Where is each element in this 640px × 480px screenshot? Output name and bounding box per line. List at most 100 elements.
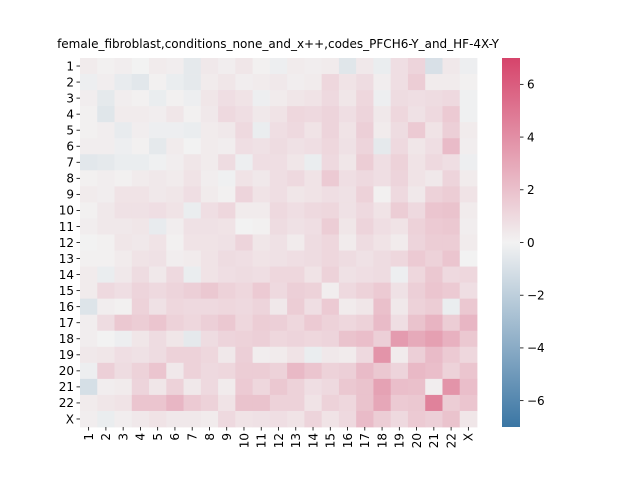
colorbar-tick-label: −6 — [527, 394, 545, 408]
heatmap-cell — [97, 186, 115, 203]
heatmap-cell — [287, 218, 305, 235]
heatmap-cell — [166, 74, 184, 91]
heatmap-cell — [407, 90, 426, 107]
x-tick-label: 19 — [393, 433, 407, 448]
heatmap-cell — [235, 218, 254, 235]
heatmap-cell — [287, 90, 305, 107]
heatmap-cell — [269, 314, 288, 332]
heatmap-cell — [321, 378, 340, 396]
heatmap-cell — [373, 298, 392, 316]
heatmap-cell — [287, 186, 305, 203]
heatmap-cell — [131, 282, 150, 300]
heatmap-cell — [252, 394, 271, 412]
heatmap-cell — [149, 186, 167, 203]
heatmap-cell — [373, 58, 392, 75]
heatmap-cell — [131, 74, 150, 91]
heatmap-cell — [252, 266, 271, 284]
x-tick-label: 20 — [410, 433, 424, 448]
heatmap-cell — [407, 234, 426, 251]
heatmap-cell — [269, 106, 288, 123]
heatmap-cell — [252, 234, 271, 251]
heatmap-cell — [356, 330, 374, 348]
y-tick-label: 17 — [59, 316, 74, 330]
heatmap-cell — [459, 314, 478, 332]
heatmap-cell — [287, 378, 305, 396]
heatmap-cell — [114, 186, 133, 203]
heatmap-cell — [269, 202, 288, 219]
x-tick-label: 4 — [134, 433, 148, 441]
heatmap-cell — [356, 138, 374, 155]
heatmap-cell — [131, 314, 150, 332]
x-tick-label: 7 — [185, 433, 199, 441]
heatmap-cell — [425, 202, 443, 219]
heatmap-cell — [407, 378, 426, 396]
heatmap-cell — [304, 234, 323, 251]
heatmap-cell — [166, 346, 184, 364]
heatmap-cell — [442, 234, 461, 251]
heatmap-cell — [114, 330, 133, 348]
x-axis-ticks: 1 2 3 4 5 6 7 8 9 10 11 12 13 14 15 16 17 18 19 20 21 22 X — [82, 427, 476, 448]
heatmap-cell — [80, 122, 98, 139]
heatmap-cell — [304, 314, 323, 332]
heatmap-cell — [235, 394, 254, 412]
heatmap-cell — [97, 410, 115, 428]
heatmap-cell — [356, 266, 374, 284]
heatmap-cell — [321, 250, 340, 267]
heatmap-cell — [131, 298, 150, 316]
heatmap-cell — [425, 314, 443, 332]
heatmap-cell — [390, 218, 409, 235]
heatmap-cell — [356, 90, 374, 107]
heatmap-cell — [356, 394, 374, 412]
heatmap-cell — [442, 378, 461, 396]
heatmap-cell — [200, 330, 219, 348]
heatmap-cell — [442, 154, 461, 171]
heatmap-cell — [218, 362, 236, 380]
heatmap-cell — [131, 394, 150, 412]
heatmap-cell — [390, 330, 409, 348]
heatmap-cell — [390, 250, 409, 267]
heatmap-cell — [425, 346, 443, 364]
heatmap-cell — [407, 218, 426, 235]
x-tick-label: 1 — [82, 433, 96, 441]
heatmap-cell — [166, 106, 184, 123]
heatmap-cell — [235, 58, 254, 75]
heatmap-cell — [287, 410, 305, 428]
x-tick-label: 15 — [324, 433, 338, 448]
heatmap-cell — [321, 410, 340, 428]
heatmap-cell — [183, 170, 202, 187]
heatmap-cell — [287, 314, 305, 332]
heatmap-cell — [97, 234, 115, 251]
heatmap-cell — [114, 266, 133, 284]
heatmap-cell — [407, 314, 426, 332]
heatmap-cell — [252, 378, 271, 396]
heatmap-cell — [80, 58, 98, 75]
heatmap-cell — [235, 170, 254, 187]
heatmap-cell — [442, 394, 461, 412]
heatmap-cell — [373, 330, 392, 348]
heatmap-cell — [200, 106, 219, 123]
x-tick-label: 16 — [341, 433, 355, 448]
heatmap-cell — [149, 218, 167, 235]
y-tick-label: 14 — [59, 268, 74, 282]
x-tick-label: 3 — [116, 433, 130, 441]
heatmap-cell — [80, 90, 98, 107]
heatmap-cell — [373, 218, 392, 235]
heatmap-cell — [425, 170, 443, 187]
heatmap-cell — [442, 186, 461, 203]
heatmap-cell — [287, 202, 305, 219]
heatmap-cell — [252, 186, 271, 203]
heatmap-cell — [356, 250, 374, 267]
heatmap-cell — [304, 170, 323, 187]
heatmap-cell — [200, 202, 219, 219]
heatmap-cell — [114, 106, 133, 123]
heatmap-cell — [442, 138, 461, 155]
heatmap-cell — [356, 362, 374, 380]
heatmap-cell — [459, 362, 478, 380]
heatmap-cell — [442, 58, 461, 75]
heatmap-cell — [218, 154, 236, 171]
heatmap-cell — [304, 282, 323, 300]
heatmap-cell — [304, 122, 323, 139]
heatmap-cell — [218, 234, 236, 251]
heatmap-cell — [252, 282, 271, 300]
